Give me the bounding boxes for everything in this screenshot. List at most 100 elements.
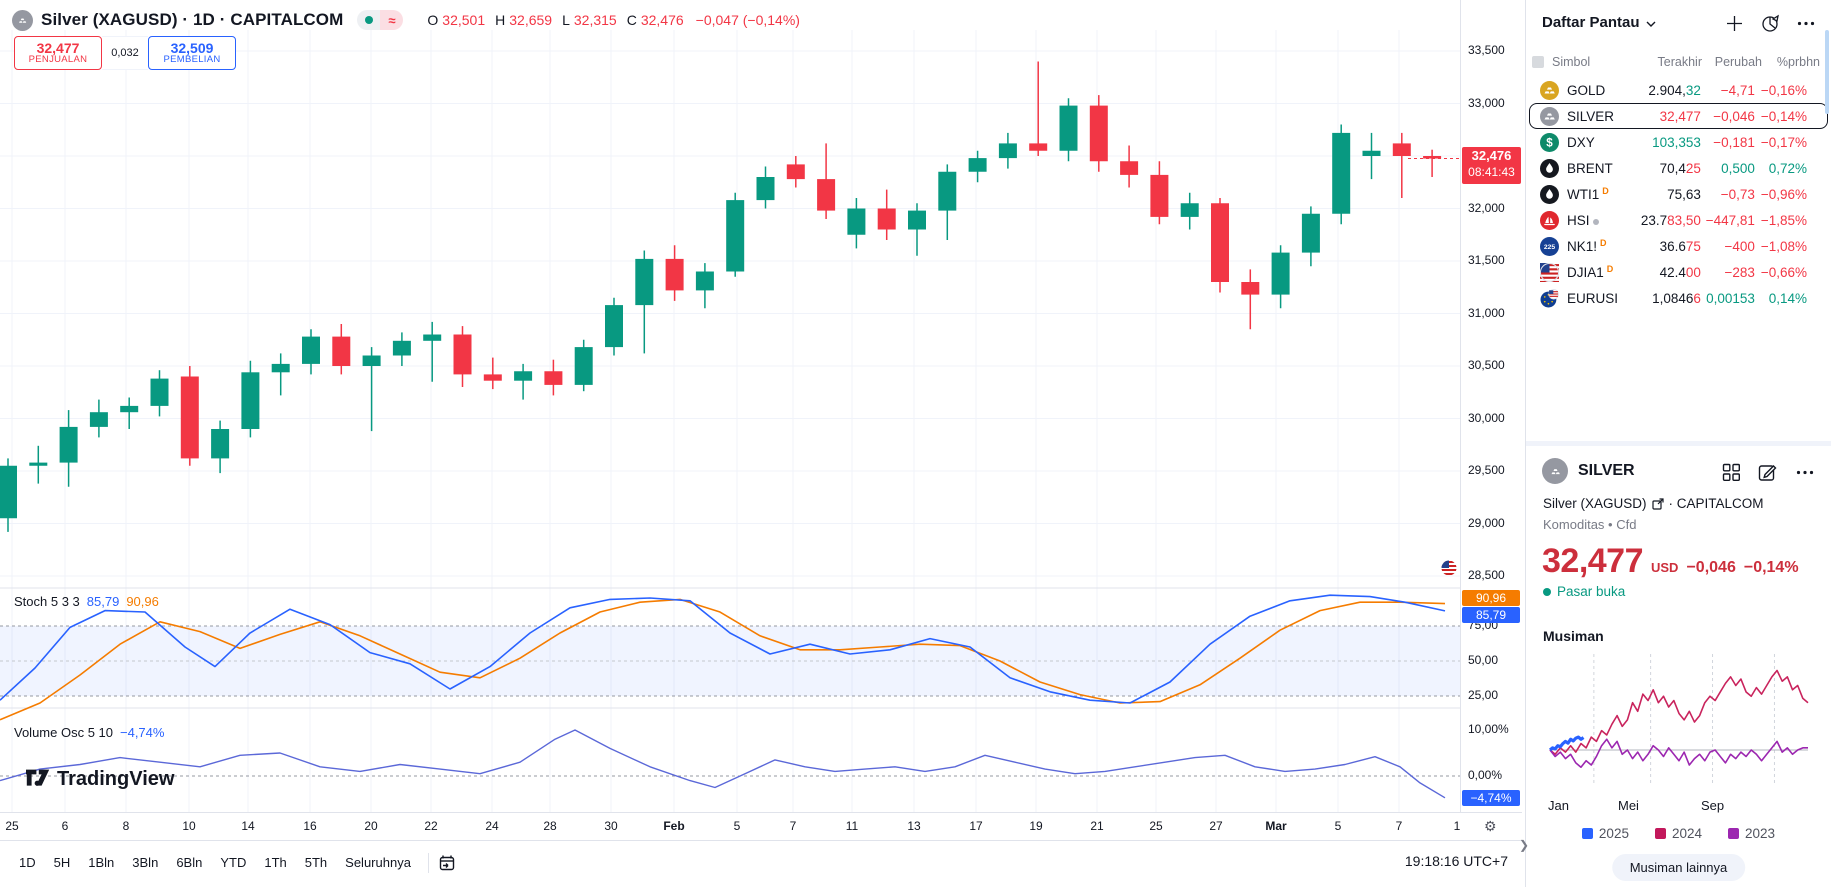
- watchlist-row-nk1[interactable]: 225 NK1! D 36.675 −400 −1,08%: [1526, 233, 1831, 259]
- market-status-toggle[interactable]: ≈: [357, 10, 404, 30]
- detail-full-name[interactable]: Silver (XAGUSD) · CAPITALCOM: [1543, 496, 1764, 511]
- legend-item-2023[interactable]: 2023: [1728, 826, 1775, 841]
- range-button-5h[interactable]: 5H: [53, 854, 71, 870]
- volume-osc-indicator-label[interactable]: Volume Osc 5 10 −4,74%: [14, 725, 165, 740]
- watchlist-row-hsi[interactable]: HSI 23.783,50 −447,81 −1,85%: [1526, 207, 1831, 233]
- symbol-title[interactable]: Silver (XAGUSD) · 1D · CAPITALCOM: [41, 10, 344, 29]
- range-button-1bln[interactable]: 1Bln: [88, 854, 115, 870]
- legend-item-2024[interactable]: 2024: [1654, 826, 1702, 841]
- column-change: Perubah: [1714, 55, 1762, 69]
- range-button-5th[interactable]: 5Th: [304, 854, 328, 870]
- time-axis[interactable]: ⚙ 25 6 8 10 14 16 20 22 24 28 30 Feb 5 7 11 13 17 19 21 25 2…: [0, 812, 1522, 841]
- time-tick-label: Mar: [1265, 819, 1287, 833]
- add-symbol-icon[interactable]: [1723, 12, 1745, 34]
- price-tick-label: 33,500: [1468, 43, 1505, 57]
- row-last-price: 1,08466: [1652, 290, 1701, 306]
- detail-change: −0,046: [1686, 559, 1736, 576]
- watchlist-row-dxy[interactable]: $ DXY 103,353 −0,181 −0,17%: [1526, 129, 1831, 155]
- right-panel: Daftar Pantau Simbol Terakhir Perubah %p…: [1525, 0, 1831, 887]
- bar-countdown: 08:41:43: [1468, 165, 1515, 179]
- timeframe-buttons: 1D 5H 1Bln 3Bln 6Bln YTD 1Th 5Th Seluruhnya: [10, 854, 420, 872]
- stoch-tick-label: 25,00: [1468, 688, 1499, 702]
- vol-tick-label: 10,00%: [1468, 722, 1509, 736]
- watchlist-row-djia1[interactable]: DJIA1 D 42.400 −283 −0,66%: [1526, 259, 1831, 285]
- grid-view-icon[interactable]: [1719, 460, 1743, 484]
- stoch-k-badge: 85,79: [1462, 607, 1520, 623]
- row-change: −0,181: [1713, 134, 1755, 150]
- svg-text:$: $: [1546, 136, 1553, 149]
- tradingview-logo-icon: [26, 769, 50, 786]
- watchlist-row-wti1[interactable]: WTI1 D 75,63 −0,73 −0,96%: [1526, 181, 1831, 207]
- time-tick-label: 10: [182, 819, 196, 833]
- row-symbol: BRENT: [1567, 160, 1613, 176]
- hsi-icon: [1540, 210, 1559, 230]
- row-last-price: 23.783,50: [1640, 212, 1701, 228]
- panel-collapse-chevron-icon[interactable]: ❯: [1519, 838, 1530, 852]
- row-change-pct: −0,14%: [1760, 108, 1808, 124]
- tradingview-watermark: TradingView: [26, 768, 174, 791]
- time-tick-label: 7: [789, 819, 797, 833]
- detail-symbol-name[interactable]: SILVER: [1578, 462, 1635, 479]
- panel-divider[interactable]: [1526, 441, 1831, 446]
- price-chart-canvas[interactable]: [0, 0, 1460, 812]
- range-button-ytd[interactable]: YTD: [220, 854, 247, 870]
- watchlist-column-headers[interactable]: Simbol Terakhir Perubah %prbhn: [1526, 50, 1831, 74]
- row-symbol: SILVER: [1567, 108, 1615, 124]
- column-change-pct: %prbhn: [1776, 55, 1820, 69]
- row-last-price: 103,353: [1652, 134, 1701, 150]
- stoch-indicator-label[interactable]: Stoch 5 3 3 85,79 90,96: [14, 594, 159, 609]
- watchlist-title-menu[interactable]: Daftar Pantau: [1542, 14, 1656, 31]
- gold-icon: [1540, 80, 1559, 100]
- range-button-seluruhnya[interactable]: Seluruhnya: [345, 854, 411, 870]
- row-change-pct: −0,96%: [1760, 186, 1808, 202]
- range-button-3bln[interactable]: 3Bln: [132, 854, 159, 870]
- axis-settings-icon[interactable]: ⚙: [1484, 818, 1497, 834]
- seasonal-more-button[interactable]: Musiman lainnya: [1611, 854, 1746, 881]
- buy-button[interactable]: 32,509 PEMBELIAN: [148, 36, 236, 70]
- detail-price-row: 32,477 USD −0,046 −0,14%: [1542, 542, 1799, 581]
- chart-legend[interactable]: Silver (XAGUSD) · 1D · CAPITALCOM ≈ O 32,…: [12, 8, 800, 32]
- range-button-1th[interactable]: 1Th: [264, 854, 287, 870]
- row-symbol: WTI1 D: [1567, 186, 1609, 202]
- watchlist-row-eurusi[interactable]: EURUSI 1,08466 0,00153 0,14%: [1526, 285, 1831, 311]
- vol-osc-badge: −4,74%: [1462, 790, 1520, 806]
- go-to-date-icon[interactable]: [437, 853, 457, 873]
- last-price-tag: 32,476 08:41:43: [1462, 147, 1521, 184]
- row-change-pct: −0,66%: [1760, 264, 1808, 280]
- watchlist-row-gold[interactable]: GOLD 2.904,32 −4,71 −0,16%: [1526, 77, 1831, 103]
- heatmap-icon[interactable]: [1759, 12, 1781, 34]
- price-axis[interactable]: 32,476 08:41:43 33,50033,00032,50032,000…: [1441, 0, 1523, 812]
- legend-swatch-icon: [1728, 828, 1740, 839]
- sell-button[interactable]: 32,477 PENJUALAN: [14, 36, 102, 70]
- watchlist-row-brent[interactable]: BRENT 70,425 0,500 0,72%: [1526, 155, 1831, 181]
- legend-swatch-icon: [1581, 828, 1593, 839]
- clock[interactable]: 19:18:16 UTC+7: [1404, 853, 1508, 869]
- row-change-pct: −1,08%: [1760, 238, 1808, 254]
- range-button-6bln[interactable]: 6Bln: [176, 854, 203, 870]
- watchlist-row-silver[interactable]: SILVER 32,477 −0,046 −0,14%: [1526, 103, 1831, 129]
- row-change: −283: [1724, 264, 1755, 280]
- edit-note-icon[interactable]: [1755, 460, 1779, 484]
- time-tick-label: 24: [485, 819, 499, 833]
- symbol-marker-flag-icon: [1441, 560, 1457, 576]
- seasonal-x-label: Jan: [1548, 798, 1569, 813]
- price-tick-label: 31,500: [1468, 253, 1505, 267]
- silver-symbol-icon: [12, 9, 33, 31]
- price-tick-label: 28,500: [1468, 568, 1505, 582]
- range-button-1d[interactable]: 1D: [19, 854, 36, 870]
- stoch-d-value: 90,96: [126, 594, 159, 609]
- legend-item-2025[interactable]: 2025: [1581, 826, 1629, 841]
- row-symbol: NK1! D: [1567, 238, 1607, 254]
- row-change: −0,73: [1720, 186, 1755, 202]
- detail-change-pct: −0,14%: [1743, 559, 1799, 576]
- more-options-icon[interactable]: [1793, 460, 1817, 484]
- market-open-dot-icon: [357, 10, 381, 30]
- watchlist-rows: GOLD 2.904,32 −4,71 −0,16% SILVER 32,477 −0,04…: [1526, 77, 1831, 311]
- more-options-icon[interactable]: [1795, 12, 1817, 34]
- seasonal-chart[interactable]: [1536, 646, 1822, 796]
- watchlist-scrollbar[interactable]: [1825, 30, 1829, 114]
- row-change: −4,71: [1720, 82, 1755, 98]
- low-value: 32,315: [573, 12, 617, 28]
- row-last-price: 32,477: [1659, 108, 1701, 124]
- toolbar-divider: [427, 852, 429, 873]
